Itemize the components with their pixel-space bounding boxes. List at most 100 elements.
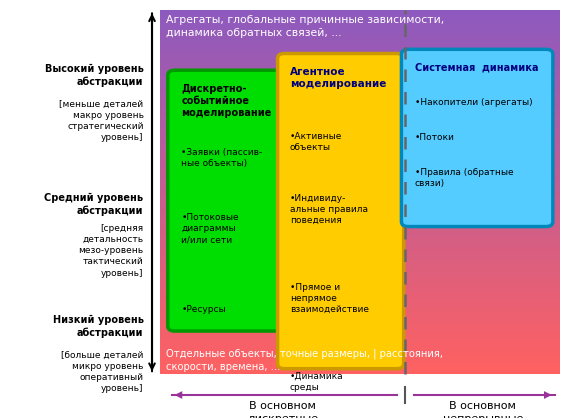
Bar xyxy=(160,357,560,359)
Bar xyxy=(160,29,560,32)
Bar xyxy=(160,323,560,326)
Bar xyxy=(160,342,560,345)
Bar xyxy=(160,25,560,28)
Text: Низкий уровень
абстракции: Низкий уровень абстракции xyxy=(52,314,144,338)
Bar xyxy=(160,138,560,141)
Bar xyxy=(160,340,560,343)
Bar xyxy=(160,214,560,217)
Bar xyxy=(160,185,560,187)
Bar xyxy=(160,296,560,299)
Bar xyxy=(160,252,560,255)
Bar xyxy=(160,83,560,86)
Bar xyxy=(160,257,560,260)
Bar xyxy=(160,182,560,185)
Bar xyxy=(160,76,560,78)
Bar xyxy=(160,189,560,192)
Bar xyxy=(160,250,560,253)
Text: •Динамика
среды: •Динамика среды xyxy=(290,372,343,392)
Bar xyxy=(160,64,560,66)
Bar xyxy=(160,362,560,364)
Bar xyxy=(160,247,560,250)
Bar xyxy=(160,367,560,369)
Bar xyxy=(160,22,560,25)
Bar xyxy=(160,153,560,156)
Bar xyxy=(160,68,560,71)
Bar xyxy=(160,163,560,166)
Bar xyxy=(160,267,560,270)
Bar xyxy=(160,90,560,93)
Text: •Активные
объекты: •Активные объекты xyxy=(290,132,342,152)
Text: •Прямое и
непрямое
взаимодействие: •Прямое и непрямое взаимодействие xyxy=(290,283,369,314)
FancyBboxPatch shape xyxy=(278,54,404,369)
Bar xyxy=(160,277,560,280)
Bar xyxy=(160,284,560,287)
Bar xyxy=(160,206,560,209)
Bar xyxy=(160,78,560,81)
Bar xyxy=(160,119,560,122)
Bar xyxy=(160,15,560,18)
Text: •Ресурсы: •Ресурсы xyxy=(181,305,226,314)
Bar xyxy=(160,85,560,88)
Bar xyxy=(160,371,560,374)
Bar xyxy=(160,126,560,129)
Bar xyxy=(160,148,560,151)
Bar xyxy=(160,298,560,301)
Bar xyxy=(160,46,560,49)
Bar xyxy=(160,92,560,95)
Text: В основном
непрерывные: В основном непрерывные xyxy=(443,401,523,418)
Bar xyxy=(160,44,560,47)
Bar xyxy=(160,197,560,199)
FancyBboxPatch shape xyxy=(401,49,553,227)
Bar xyxy=(160,294,560,296)
Bar xyxy=(160,272,560,275)
Text: •Правила (обратные
связи): •Правила (обратные связи) xyxy=(415,168,513,188)
Bar xyxy=(160,146,560,149)
Bar xyxy=(160,211,560,214)
Bar xyxy=(160,180,560,183)
Bar xyxy=(160,335,560,338)
Bar xyxy=(160,270,560,272)
Bar xyxy=(160,238,560,241)
Bar xyxy=(160,291,560,294)
Bar xyxy=(160,124,560,127)
Bar xyxy=(160,102,560,105)
Bar xyxy=(160,226,560,229)
Bar xyxy=(160,107,560,110)
Bar xyxy=(160,110,560,112)
Bar xyxy=(160,129,560,132)
Bar xyxy=(160,233,560,236)
Bar xyxy=(160,240,560,243)
Bar xyxy=(160,308,560,311)
Text: В основном
дискретные: В основном дискретные xyxy=(247,401,319,418)
Bar xyxy=(160,71,560,74)
Bar xyxy=(160,59,560,61)
Bar xyxy=(160,311,560,314)
Bar xyxy=(160,114,560,117)
Bar xyxy=(160,187,560,190)
Bar xyxy=(160,313,560,316)
Text: •Потоки: •Потоки xyxy=(415,133,455,142)
Text: •Индивиду-
альные правила
поведения: •Индивиду- альные правила поведения xyxy=(290,194,368,225)
Bar xyxy=(160,223,560,226)
Bar xyxy=(160,204,560,207)
Bar xyxy=(160,337,560,340)
Text: Отдельные объекты, точные размеры, | расстояния,
скорости, времена, ...: Отдельные объекты, точные размеры, | рас… xyxy=(166,348,443,372)
Text: [средняя
детальность
мезо-уровень
тактический
уровень]: [средняя детальность мезо-уровень тактич… xyxy=(78,224,144,278)
Bar xyxy=(160,112,560,115)
Bar xyxy=(160,131,560,134)
Bar xyxy=(160,165,560,168)
Bar xyxy=(160,39,560,42)
Bar xyxy=(160,243,560,246)
Bar xyxy=(160,352,560,355)
Bar xyxy=(160,20,560,23)
Bar xyxy=(160,177,560,180)
Bar xyxy=(160,354,560,357)
Bar xyxy=(160,61,560,64)
Bar xyxy=(160,306,560,308)
Bar xyxy=(160,41,560,44)
Text: •Потоковые
диаграммы
и/или сети: •Потоковые диаграммы и/или сети xyxy=(181,213,239,245)
Text: •Накопители (агрегаты): •Накопители (агрегаты) xyxy=(415,98,533,107)
Text: •Заявки (пассив-
ные объекты): •Заявки (пассив- ные объекты) xyxy=(181,148,262,168)
Bar xyxy=(160,289,560,292)
Bar xyxy=(160,170,560,173)
